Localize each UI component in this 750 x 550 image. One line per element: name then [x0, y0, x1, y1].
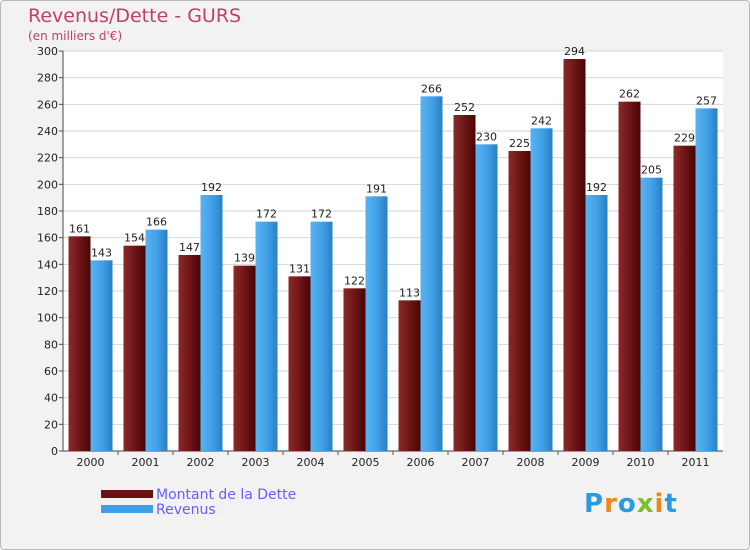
data-label: 147 — [179, 241, 200, 254]
y-tick-label: 0 — [51, 445, 58, 458]
data-label: 139 — [234, 252, 255, 265]
bar-revenus — [695, 108, 718, 451]
data-label: 257 — [696, 94, 717, 107]
bar-revenus — [585, 195, 608, 451]
bar-dette — [288, 276, 311, 451]
y-tick-label: 160 — [37, 232, 58, 245]
chart-subtitle: (en milliers d'€) — [28, 29, 123, 43]
bar-revenus — [475, 144, 498, 452]
data-label: 192 — [201, 181, 222, 194]
data-label: 205 — [641, 164, 662, 177]
bar-revenus — [145, 229, 168, 451]
bar-revenus — [530, 128, 553, 451]
x-tick-label: 2008 — [517, 456, 545, 469]
y-tick-label: 280 — [37, 72, 58, 85]
x-tick-label: 2010 — [627, 456, 655, 469]
x-tick-label: 2002 — [187, 456, 215, 469]
data-label: 229 — [674, 132, 695, 145]
legend-label-dette: Montant de la Dette — [156, 487, 296, 503]
bar-dette — [563, 59, 586, 451]
y-tick-label: 40 — [44, 392, 58, 405]
x-tick-label: 2001 — [132, 456, 160, 469]
y-tick-label: 80 — [44, 338, 58, 351]
bar-dette — [508, 151, 531, 451]
data-label: 113 — [399, 286, 420, 299]
bar-revenus — [90, 260, 113, 451]
y-tick-label: 220 — [37, 152, 58, 165]
y-tick-label: 60 — [44, 365, 58, 378]
x-tick-label: 2009 — [572, 456, 600, 469]
y-tick-label: 120 — [37, 285, 58, 298]
bar-dette — [68, 236, 91, 451]
data-label: 191 — [366, 182, 387, 195]
bar-revenus — [420, 96, 443, 451]
bar-revenus — [200, 195, 223, 451]
data-label: 225 — [509, 137, 530, 150]
x-tick-label: 2005 — [352, 456, 380, 469]
y-tick-label: 240 — [37, 125, 58, 138]
data-label: 294 — [564, 45, 585, 58]
y-tick-label: 180 — [37, 205, 58, 218]
data-label: 154 — [124, 232, 145, 245]
bar-dette — [178, 255, 201, 451]
grid-lines — [63, 50, 723, 452]
proxiti-logo: Proxit — [584, 489, 678, 519]
x-tick-label: 2003 — [242, 456, 270, 469]
data-label: 192 — [586, 181, 607, 194]
bar-revenus — [640, 177, 663, 451]
bar-dette — [123, 245, 146, 451]
data-label: 242 — [531, 114, 552, 127]
x-tick-label: 2011 — [682, 456, 710, 469]
logo-letter: i — [654, 489, 665, 519]
plot-background — [63, 51, 723, 451]
x-tick-label: 2000 — [77, 456, 105, 469]
bar-dette — [343, 288, 366, 451]
y-tick-label: 100 — [37, 312, 58, 325]
y-tick-label: 20 — [44, 418, 58, 431]
bar-revenus — [365, 196, 388, 451]
plot-area — [63, 51, 723, 451]
logo-letter: r — [604, 489, 618, 519]
logo-letter: x — [636, 489, 655, 519]
legend-swatch-dette — [101, 490, 153, 498]
data-label: 172 — [311, 208, 332, 221]
x-tick-label: 2004 — [297, 456, 325, 469]
bar-dette — [233, 265, 256, 451]
x-axis: 2000 2001 2002 2003 2004 2005 2006 2007 2008 2009… — [77, 451, 710, 469]
logo-letter: t — [664, 489, 678, 519]
data-label: 166 — [146, 216, 167, 229]
bar-revenus — [310, 221, 333, 451]
x-tick-label: 2006 — [407, 456, 435, 469]
data-label: 266 — [421, 82, 442, 95]
bar-revenus — [255, 221, 278, 451]
y-tick-label: 300 — [37, 45, 58, 58]
y-tick-label: 140 — [37, 258, 58, 271]
bar-dette — [398, 300, 421, 451]
data-label: 252 — [454, 101, 475, 114]
data-label: 172 — [256, 208, 277, 221]
data-label: 143 — [91, 246, 112, 259]
data-label: 122 — [344, 274, 365, 287]
chart-title: Revenus/Dette - GURS — [28, 5, 242, 27]
bars — [68, 59, 718, 452]
data-label: 161 — [69, 222, 90, 235]
bar-dette — [453, 115, 476, 451]
bar-dette — [618, 101, 641, 452]
bar-dette — [673, 145, 696, 451]
logo-letter: P — [584, 489, 605, 519]
data-label: 262 — [619, 88, 640, 101]
data-label: 131 — [289, 262, 310, 275]
legend-label-revenus: Revenus — [156, 502, 216, 518]
data-label: 230 — [476, 130, 497, 143]
logo-letter: o — [617, 489, 637, 519]
legend-swatch-revenus — [101, 505, 153, 513]
y-tick-label: 260 — [37, 98, 58, 111]
x-tick-label: 2007 — [462, 456, 490, 469]
y-tick-label: 200 — [37, 178, 58, 191]
